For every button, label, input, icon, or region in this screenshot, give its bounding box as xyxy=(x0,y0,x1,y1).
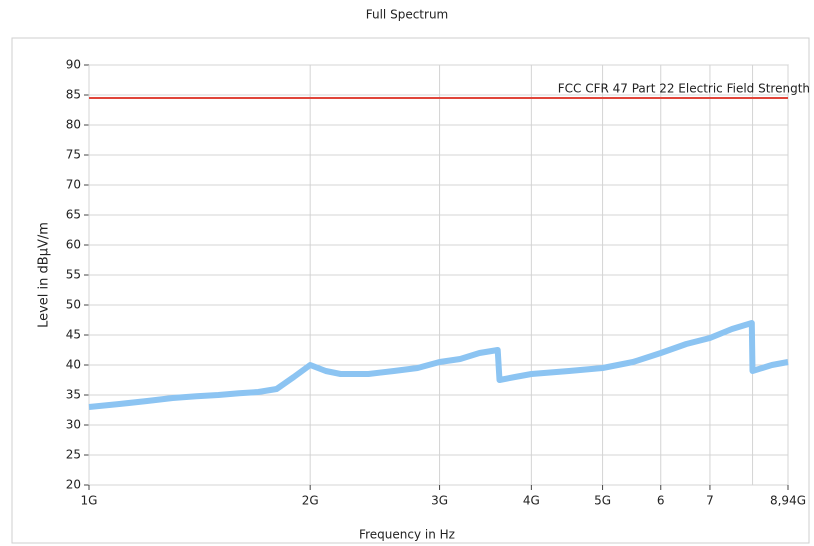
y-tick-label: 80 xyxy=(66,118,81,132)
y-tick-label: 60 xyxy=(66,238,81,252)
x-tick-label: 7 xyxy=(706,494,714,508)
y-tick-label: 30 xyxy=(66,418,81,432)
spectrum-line xyxy=(88,320,789,410)
x-tick-label: 6 xyxy=(657,494,665,508)
y-tick-label: 20 xyxy=(66,478,81,492)
x-axis-label: Frequency in Hz xyxy=(359,528,455,542)
y-tick-label: 40 xyxy=(66,358,81,372)
x-tick-label: 1G xyxy=(81,494,98,508)
y-tick-label: 90 xyxy=(66,58,81,72)
x-tick-label: 5G xyxy=(594,494,611,508)
y-tick-label: 70 xyxy=(66,178,81,192)
y-tick-label: 25 xyxy=(66,448,81,462)
y-axis-label: Level in dBµV/m xyxy=(37,222,52,328)
y-tick-label: 65 xyxy=(66,208,81,222)
y-tick-label: 50 xyxy=(66,298,81,312)
x-tick-label: 2G xyxy=(302,494,319,508)
y-tick-label: 35 xyxy=(66,388,81,402)
y-tick-label: 45 xyxy=(66,328,81,342)
y-tick-label: 85 xyxy=(66,88,81,102)
x-tick-label: 3G xyxy=(431,494,448,508)
frame xyxy=(11,37,810,544)
y-tick-label: 55 xyxy=(66,268,81,282)
y-tick-label: 75 xyxy=(66,148,81,162)
chart-title: Full Spectrum xyxy=(366,8,448,22)
x-tick-label: 4G xyxy=(523,494,540,508)
x-tick-label: 8,94G xyxy=(770,494,806,508)
limit-label: FCC CFR 47 Part 22 Electric Field Streng… xyxy=(558,82,810,96)
